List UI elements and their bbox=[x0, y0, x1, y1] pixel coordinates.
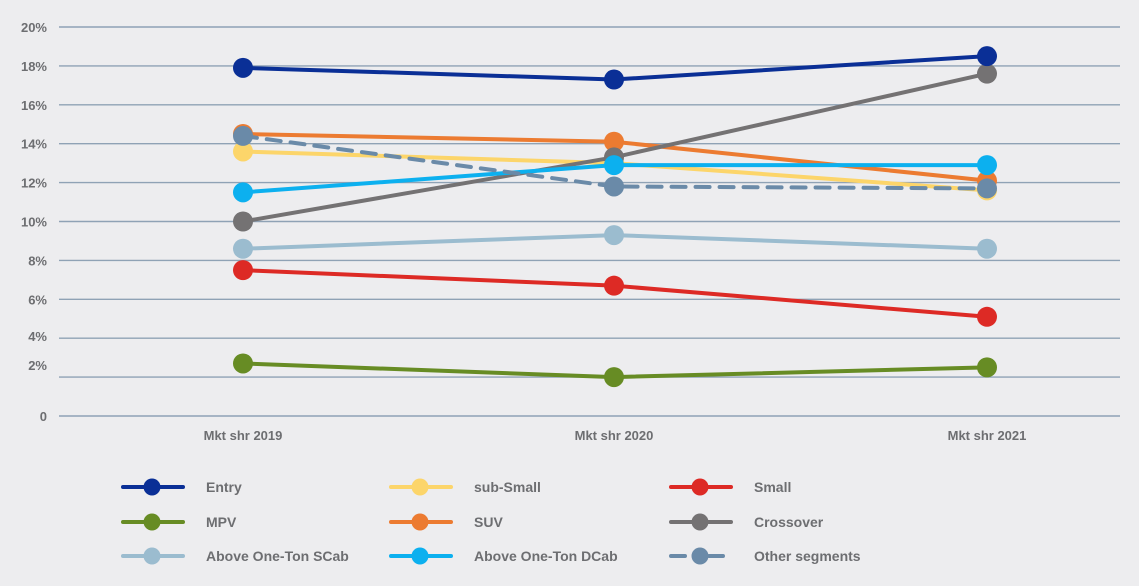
legend-swatch-icon bbox=[121, 547, 185, 565]
data-point[interactable] bbox=[977, 178, 997, 199]
legend-swatch-icon bbox=[121, 513, 185, 531]
gridlines bbox=[59, 26, 1120, 417]
y-axis-tick-labels: 0 2% 4% 6% 8% 10% 12% 14% 16% 18% 20% bbox=[21, 20, 47, 424]
y-tick-label: 0 bbox=[40, 409, 47, 424]
x-tick-label: Mkt shr 2021 bbox=[948, 428, 1027, 443]
data-point[interactable] bbox=[233, 353, 253, 374]
y-tick-label: 10% bbox=[21, 215, 47, 230]
legend-label: MPV bbox=[206, 514, 237, 530]
legend-swatch-icon bbox=[389, 478, 453, 496]
data-point[interactable] bbox=[604, 131, 624, 152]
data-point[interactable] bbox=[977, 63, 997, 84]
legend-label: Small bbox=[754, 479, 792, 495]
x-tick-label: Mkt shr 2019 bbox=[204, 428, 283, 443]
series-mpv bbox=[233, 353, 997, 388]
legend: Entry sub-Small Small MPV SUV Crossover Above … bbox=[120, 470, 920, 575]
legend-item[interactable]: sub-Small bbox=[388, 472, 541, 502]
legend-swatch-icon bbox=[389, 547, 453, 565]
legend-swatch-icon bbox=[121, 478, 185, 496]
legend-label: Above One-Ton DCab bbox=[474, 548, 618, 564]
x-tick-label: Mkt shr 2020 bbox=[575, 428, 654, 443]
y-tick-label: 8% bbox=[28, 253, 47, 268]
legend-label: Other segments bbox=[754, 548, 861, 564]
legend-label: Entry bbox=[206, 479, 242, 495]
data-point[interactable] bbox=[604, 69, 624, 90]
x-axis-tick-labels: Mkt shr 2019 Mkt shr 2020 Mkt shr 2021 bbox=[204, 428, 1027, 443]
data-point[interactable] bbox=[233, 238, 253, 259]
y-tick-label: 14% bbox=[21, 137, 47, 152]
series-small bbox=[233, 260, 997, 327]
data-point[interactable] bbox=[604, 225, 624, 246]
data-point[interactable] bbox=[977, 155, 997, 176]
data-point[interactable] bbox=[233, 182, 253, 203]
series-above-one-ton-dcab bbox=[233, 155, 997, 203]
legend-item[interactable]: Small bbox=[668, 472, 791, 502]
series-lines bbox=[233, 46, 997, 388]
data-point[interactable] bbox=[233, 211, 253, 232]
y-tick-label: 6% bbox=[28, 292, 47, 307]
legend-label: Above One-Ton SCab bbox=[206, 548, 349, 564]
legend-item[interactable]: SUV bbox=[388, 507, 503, 537]
legend-label: sub-Small bbox=[474, 479, 541, 495]
data-point[interactable] bbox=[233, 141, 253, 162]
legend-swatch-icon bbox=[669, 478, 733, 496]
legend-swatch-icon bbox=[669, 547, 733, 565]
data-point[interactable] bbox=[977, 357, 997, 378]
data-point[interactable] bbox=[977, 238, 997, 259]
y-tick-label: 20% bbox=[21, 20, 47, 35]
data-point[interactable] bbox=[604, 275, 624, 296]
data-point[interactable] bbox=[604, 367, 624, 388]
legend-swatch-icon bbox=[669, 513, 733, 531]
data-point[interactable] bbox=[233, 57, 253, 78]
y-tick-label: 4% bbox=[28, 329, 47, 344]
data-point[interactable] bbox=[604, 155, 624, 176]
y-tick-label: 16% bbox=[21, 98, 47, 113]
data-point[interactable] bbox=[604, 176, 624, 197]
series-other-segments bbox=[233, 125, 997, 199]
legend-swatch-icon bbox=[389, 513, 453, 531]
data-point[interactable] bbox=[233, 125, 253, 146]
y-tick-label: 18% bbox=[21, 59, 47, 74]
data-point[interactable] bbox=[977, 306, 997, 327]
y-tick-label: 2% bbox=[28, 358, 47, 373]
series-entry bbox=[233, 46, 997, 90]
legend-item[interactable]: Above One-Ton DCab bbox=[388, 541, 618, 571]
legend-item[interactable]: Crossover bbox=[668, 507, 823, 537]
legend-label: Crossover bbox=[754, 514, 824, 530]
legend-item[interactable]: Above One-Ton SCab bbox=[120, 541, 349, 571]
legend-item[interactable]: MPV bbox=[120, 507, 236, 537]
line-chart: 0 2% 4% 6% 8% 10% 12% 14% 16% 18% 20% Mkt shr 2019… bbox=[21, 20, 1120, 443]
data-point[interactable] bbox=[233, 260, 253, 281]
series-above-one-ton-scab bbox=[233, 225, 997, 259]
data-point[interactable] bbox=[977, 46, 997, 67]
legend-label: SUV bbox=[474, 514, 503, 530]
legend-item[interactable]: Entry bbox=[120, 472, 242, 502]
y-tick-label: 12% bbox=[21, 176, 47, 191]
legend-item[interactable]: Other segments bbox=[668, 541, 861, 571]
